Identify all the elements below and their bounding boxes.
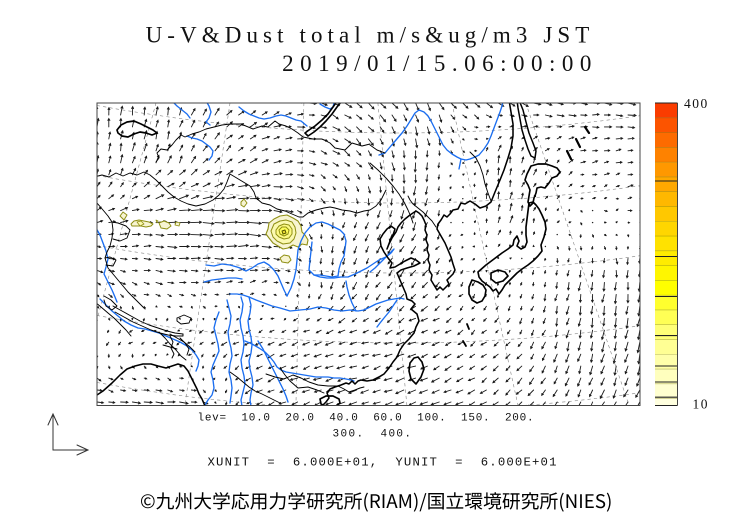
svg-text:XUNIT = 6.000E+01, YUNIT =: XUNIT = 6.000E+01, YUNIT = 6.000E+01 <box>208 456 558 470</box>
svg-text:lev= 10.0 20.0 40.0 60.0: lev= 10.0 20.0 40.0 60.0 100. 150. 200. <box>198 413 535 425</box>
svg-text:400: 400 <box>684 96 709 111</box>
svg-text:2019/01/15.06:00:00: 2019/01/15.06:00:00 <box>282 51 598 76</box>
svg-text:U-V&Dust total m/s&ug/m3 JST: U-V&Dust total m/s&ug/m3 JST <box>146 23 595 48</box>
svg-text:300. 400.: 300. 400. <box>333 429 413 441</box>
svg-text:10: 10 <box>693 397 710 412</box>
